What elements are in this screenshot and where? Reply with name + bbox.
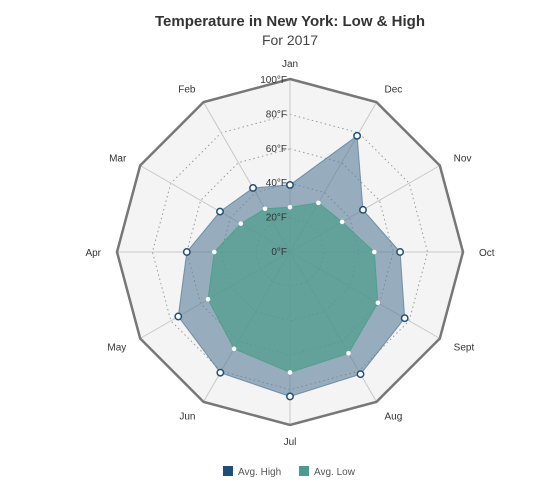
legend-swatch xyxy=(299,466,309,476)
radial-tick-label: 20°F xyxy=(266,213,287,224)
radial-ticks: 0°F 20°F 40°F 60°F 80°F 100°F xyxy=(260,75,287,258)
low-point[interactable] xyxy=(287,204,293,210)
low-point[interactable] xyxy=(287,370,293,375)
radial-tick-label: 60°F xyxy=(266,144,287,155)
category-label: Apr xyxy=(85,248,101,259)
category-label: Oct xyxy=(479,248,495,259)
category-label: Jan xyxy=(282,59,298,70)
high-point[interactable] xyxy=(396,248,405,256)
radial-tick-label: 100°F xyxy=(260,75,287,86)
category-label: Feb xyxy=(178,84,196,95)
low-point[interactable] xyxy=(346,350,351,356)
high-point[interactable] xyxy=(356,370,365,379)
low-point[interactable] xyxy=(371,249,377,255)
radial-tick-label: 0°F xyxy=(271,247,287,258)
high-point[interactable] xyxy=(249,183,257,192)
high-point[interactable] xyxy=(400,314,409,323)
category-label: Sept xyxy=(454,343,475,354)
radial-tick-label: 80°F xyxy=(266,109,287,120)
low-point[interactable] xyxy=(375,300,381,306)
radial-tick-label: 40°F xyxy=(266,178,287,189)
low-point[interactable] xyxy=(262,206,268,212)
category-label: Mar xyxy=(109,154,127,165)
category-label: Jul xyxy=(284,437,297,448)
chart-subtitle: For 2017 xyxy=(262,32,318,48)
high-point[interactable] xyxy=(353,131,362,140)
high-point[interactable] xyxy=(216,368,225,377)
legend[interactable]: Avg. High Avg. Low xyxy=(223,466,356,478)
low-point[interactable] xyxy=(212,249,217,255)
low-point[interactable] xyxy=(231,346,237,352)
category-label: Aug xyxy=(385,412,403,423)
category-label: Dec xyxy=(385,84,403,95)
low-point[interactable] xyxy=(205,297,211,302)
legend-label: Avg. High xyxy=(238,467,281,478)
high-point[interactable] xyxy=(359,205,367,214)
low-point[interactable] xyxy=(238,221,244,226)
chart-title: Temperature in New York: Low & High xyxy=(155,13,425,30)
category-label: Nov xyxy=(454,154,472,165)
legend-swatch xyxy=(223,466,233,476)
high-point[interactable] xyxy=(174,312,183,321)
category-label: May xyxy=(107,343,126,354)
high-point[interactable] xyxy=(216,207,224,216)
category-label: Jun xyxy=(179,412,195,423)
legend-label: Avg. Low xyxy=(314,467,356,478)
category-labels: Jan Dec Nov Oct Sept Aug Jul Jun May Apr Mar Feb xyxy=(85,59,494,448)
legend-item-1[interactable]: Avg. Low xyxy=(299,466,356,478)
plot-outline xyxy=(115,77,465,427)
high-point[interactable] xyxy=(182,248,191,256)
high-point[interactable] xyxy=(286,392,294,401)
legend-item-0[interactable]: Avg. High xyxy=(223,466,281,478)
high-point[interactable] xyxy=(286,180,294,189)
low-point[interactable] xyxy=(316,200,321,206)
low-point[interactable] xyxy=(339,219,345,225)
radar-series xyxy=(174,131,409,401)
